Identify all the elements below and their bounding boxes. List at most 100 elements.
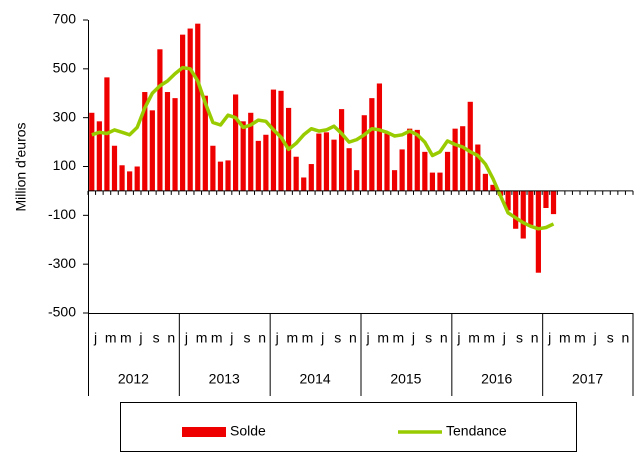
x-tick-label: s: [607, 330, 614, 346]
bar: [414, 129, 420, 191]
bar: [391, 170, 398, 191]
bar: [437, 172, 443, 191]
x-tick-label: j: [366, 330, 370, 346]
bar: [134, 166, 140, 191]
y-tick-label: 100: [53, 157, 77, 173]
x-tick-label: m: [196, 330, 208, 346]
x-tick-label: j: [229, 330, 233, 346]
bar: [490, 184, 496, 191]
bar: [157, 49, 163, 191]
bar: [452, 128, 458, 191]
bar: [513, 190, 519, 229]
bar: [422, 151, 428, 191]
y-tick-label: -500: [48, 304, 76, 320]
bar: [460, 126, 466, 191]
x-tick-label: m: [287, 330, 299, 346]
x-tick-label: s: [425, 330, 432, 346]
trend-line: [91, 65, 555, 231]
x-tick-label: n: [167, 330, 175, 346]
x-tick-label: n: [258, 330, 266, 346]
x-tick-label: j: [593, 330, 597, 346]
group-label: 2016: [481, 371, 512, 387]
bar: [210, 145, 216, 191]
y-tick-label: -100: [48, 206, 76, 222]
bar: [149, 110, 155, 191]
bar: [467, 101, 473, 191]
bar: [543, 190, 549, 209]
x-tick-label: j: [93, 330, 97, 346]
x-tick-label: m: [483, 330, 495, 346]
legend-label: Tendance: [446, 423, 507, 439]
bar: [240, 121, 246, 191]
bar: [217, 161, 224, 191]
legend-swatch: [182, 427, 226, 437]
legend-label: Solde: [230, 423, 266, 439]
bar: [255, 140, 261, 191]
y-tick-label: 500: [53, 60, 77, 76]
group-label: 2015: [390, 371, 421, 387]
x-tick-label: j: [138, 330, 142, 346]
bar: [180, 34, 186, 191]
x-tick-label: m: [105, 330, 117, 346]
y-axis-label: Million d'euros: [13, 122, 29, 211]
x-tick-label: n: [531, 330, 539, 346]
bar: [308, 164, 314, 191]
bar: [429, 172, 436, 191]
bar: [233, 94, 239, 191]
bar: [407, 128, 413, 191]
bar: [376, 83, 383, 191]
bar: [444, 151, 451, 191]
x-tick-label: m: [377, 330, 389, 346]
x-tick-label: j: [411, 330, 415, 346]
x-tick-label: s: [153, 330, 160, 346]
x-tick-label: s: [334, 330, 341, 346]
bar: [520, 190, 526, 239]
x-tick-label: m: [574, 330, 586, 346]
y-tick-label: 700: [53, 11, 77, 27]
x-tick-label: j: [184, 330, 188, 346]
x-tick-label: j: [502, 330, 506, 346]
x-tick-label: n: [440, 330, 448, 346]
x-tick-label: m: [211, 330, 223, 346]
group-label: 2014: [300, 371, 331, 387]
bar: [225, 160, 231, 191]
bar: [202, 95, 208, 191]
bar: [293, 156, 299, 191]
x-tick-label: j: [275, 330, 279, 346]
bar: [111, 145, 118, 191]
bar: [399, 149, 405, 191]
x-tick-label: s: [243, 330, 250, 346]
bar: [270, 89, 277, 191]
bar: [369, 98, 375, 191]
bar: [316, 133, 322, 191]
x-tick-label: m: [468, 330, 480, 346]
y-tick-label: 300: [53, 108, 77, 124]
bar: [89, 112, 95, 191]
bar: [331, 139, 337, 191]
bar: [384, 133, 390, 191]
bar: [301, 177, 307, 191]
bar: [550, 190, 557, 215]
bar: [535, 190, 541, 273]
bar: [354, 170, 360, 191]
bar: [248, 112, 254, 191]
bar: [475, 144, 481, 191]
x-tick-label: m: [393, 330, 405, 346]
bar: [528, 190, 534, 226]
x-tick-label: n: [349, 330, 357, 346]
bar: [361, 115, 367, 191]
x-tick-label: j: [320, 330, 324, 346]
x-tick-label: j: [547, 330, 551, 346]
group-label: 2012: [118, 371, 149, 387]
bar: [96, 121, 102, 191]
y-tick-label: -300: [48, 255, 76, 271]
bar: [346, 148, 352, 191]
x-tick-label: n: [622, 330, 630, 346]
bar: [187, 28, 193, 191]
x-tick-label: s: [516, 330, 523, 346]
bar: [164, 92, 171, 191]
bar: [338, 109, 345, 191]
bar: [323, 132, 330, 191]
bar: [195, 23, 201, 191]
